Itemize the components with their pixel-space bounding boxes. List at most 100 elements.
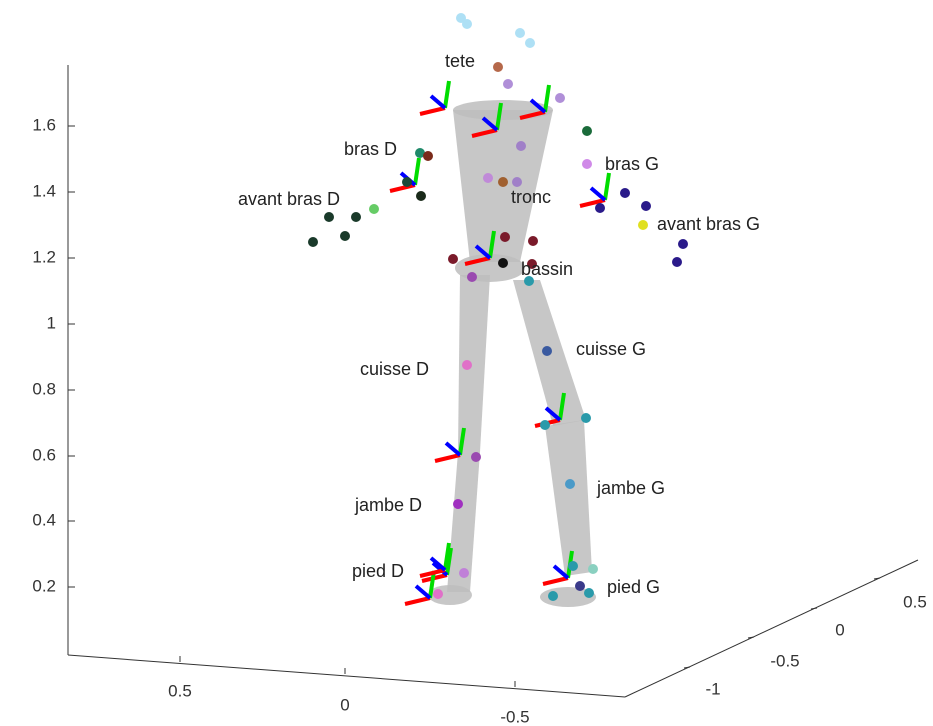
x-axis (67, 654, 626, 698)
marker (369, 204, 379, 214)
marker (467, 272, 477, 282)
segment-label: jambe G (596, 478, 665, 498)
triad-green (603, 172, 611, 201)
marker (641, 201, 651, 211)
marker (500, 232, 510, 242)
marker (582, 159, 592, 169)
x-tick-label: 0.5 (168, 681, 192, 700)
marker (638, 220, 648, 230)
triad-red (419, 568, 446, 578)
z-tick-label: 0.4 (32, 510, 56, 529)
triad-blue (429, 94, 447, 110)
marker (433, 589, 443, 599)
marker (568, 561, 578, 571)
triad-red (519, 110, 546, 120)
marker (503, 79, 513, 89)
triad-red (434, 453, 461, 463)
y-axis (624, 559, 919, 698)
marker (459, 568, 469, 578)
axes: 1.6 1.4 1.2 1 0.8 0.6 0.4 0.2 0.5 0 -0.5 0.5 0 -0.5 -1 (32, 65, 927, 726)
triad-blue (431, 561, 449, 577)
cuisse-d-shape (458, 275, 490, 452)
marker (565, 479, 575, 489)
triad-green (495, 102, 503, 131)
segment-label: cuisse G (576, 339, 646, 359)
triad-blue (414, 584, 432, 600)
triad-red (579, 198, 606, 208)
marker (672, 257, 682, 267)
marker (453, 499, 463, 509)
triad-green (445, 547, 453, 576)
body-shapes (428, 100, 596, 607)
marker (584, 588, 594, 598)
triad-green (558, 392, 566, 421)
marker (498, 258, 508, 268)
z-tick-label: 0.8 (32, 379, 56, 398)
marker (542, 346, 552, 356)
z-tick-label: 0.6 (32, 445, 56, 464)
y-tick-label: 0 (835, 620, 844, 639)
x-tick-label: 0 (340, 695, 349, 714)
marker (548, 591, 558, 601)
segment-label: jambe D (354, 495, 422, 515)
segment-label: bras D (344, 139, 397, 159)
triad-green (428, 570, 436, 599)
marker (512, 177, 522, 187)
triad-blue (544, 406, 562, 422)
segment-label: tete (445, 51, 475, 71)
segment-label: pied D (352, 561, 404, 581)
marker (423, 151, 433, 161)
triad-green (443, 542, 451, 571)
y-tick (810, 607, 818, 610)
marker (462, 360, 472, 370)
segment-label: cuisse D (360, 359, 429, 379)
triad-blue (444, 441, 462, 457)
triad-blue (552, 564, 570, 580)
triad-blue (589, 186, 607, 202)
triad-red (464, 256, 491, 266)
marker (471, 452, 481, 462)
triad-green (443, 80, 451, 109)
marker (575, 581, 585, 591)
marker (595, 203, 605, 213)
z-tick-label: 0.2 (32, 576, 56, 595)
marker (588, 564, 598, 574)
marker (415, 148, 425, 158)
marker (448, 254, 458, 264)
y-tick (873, 577, 881, 580)
marker (483, 173, 493, 183)
triad-blue (429, 556, 447, 572)
segment-label: avant bras D (238, 189, 340, 209)
triad-green (488, 230, 496, 259)
marker (516, 141, 526, 151)
triad-red (542, 576, 569, 586)
y-tick-label: -0.5 (770, 651, 799, 670)
jambe-g-shape (545, 420, 592, 576)
triad-red (471, 128, 498, 138)
x-tick-label: -0.5 (500, 707, 529, 726)
triad-blue (474, 244, 492, 260)
marker (416, 191, 426, 201)
segment-label: pied G (607, 577, 660, 597)
markers (308, 13, 688, 606)
marker (324, 212, 334, 222)
triad-red (404, 596, 431, 606)
tronc-top (453, 100, 553, 120)
marker (582, 126, 592, 136)
triad-green (413, 157, 421, 186)
labels: tete bras D avant bras D bras G tronc avant b… (238, 51, 760, 597)
y-tick-label: -1 (705, 679, 720, 698)
segment-label: bassin (521, 259, 573, 279)
marker (351, 212, 361, 222)
marker (620, 188, 630, 198)
triad-blue (481, 116, 499, 132)
z-tick-label: 1.4 (32, 181, 56, 200)
z-tick-label: 1.6 (32, 115, 56, 134)
marker (678, 239, 688, 249)
marker (524, 276, 534, 286)
y-tick (683, 666, 691, 669)
y-tick (747, 636, 755, 639)
marker (527, 259, 537, 269)
